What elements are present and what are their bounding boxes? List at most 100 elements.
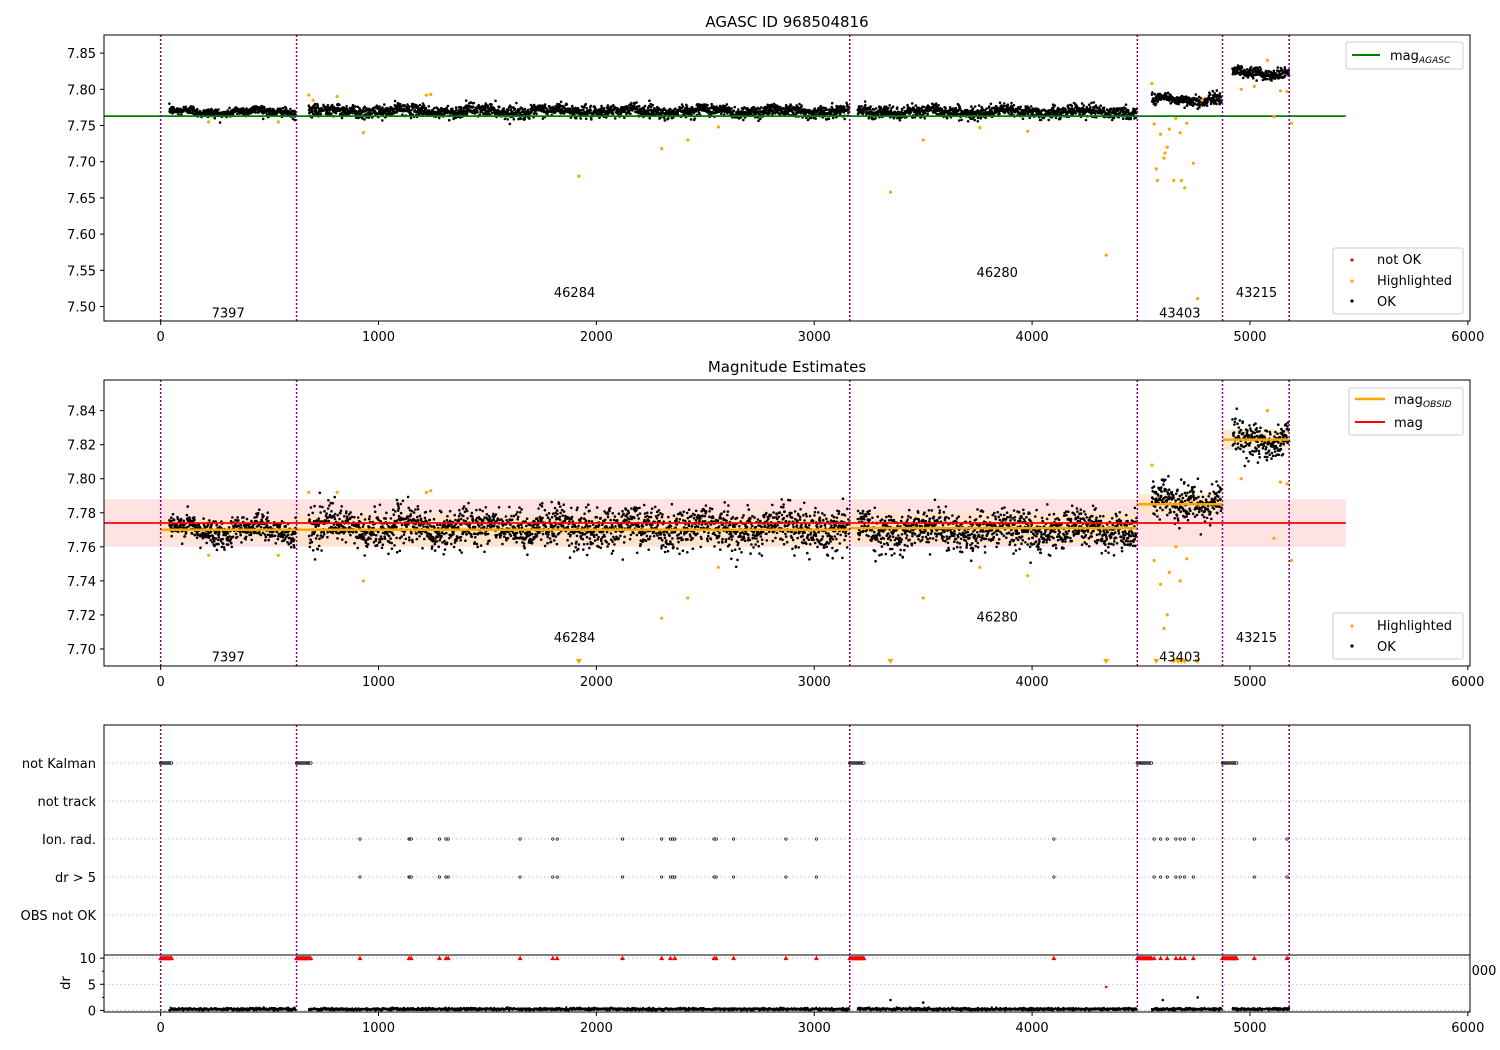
ok-point (1002, 104, 1006, 108)
ok-point (267, 519, 270, 523)
highlighted-point (1289, 121, 1293, 125)
ok-point (325, 519, 328, 522)
ok-point (898, 119, 902, 122)
ok-point (998, 112, 1001, 116)
ok-point (1249, 65, 1253, 69)
ok-point (309, 506, 313, 509)
ok-point (590, 118, 593, 121)
ok-point (186, 505, 189, 508)
ok-point (283, 533, 286, 537)
ok-point (923, 116, 926, 120)
ok-point (355, 530, 358, 534)
ok-point (1284, 74, 1287, 77)
ok-point (732, 109, 736, 113)
ok-point (635, 101, 638, 104)
ok-point (287, 533, 290, 537)
ok-point (206, 523, 210, 527)
ok-point (230, 545, 234, 549)
ok-point (410, 108, 413, 112)
highlighted-point (276, 120, 280, 124)
ok-point (292, 538, 296, 541)
ok-point (319, 112, 323, 116)
ok-point (289, 545, 293, 549)
ok-point (600, 104, 603, 108)
ok-point (779, 105, 782, 109)
legend-highlighted-label: Highlighted (1377, 274, 1452, 289)
ok-point (476, 111, 479, 114)
obsid-label: 43215 (1236, 286, 1277, 301)
ok-point (271, 534, 274, 538)
ok-point (825, 108, 829, 112)
ok-point (318, 537, 321, 541)
ok-point (814, 117, 817, 120)
ok-point (240, 541, 243, 544)
ok-point (1047, 118, 1050, 122)
ok-point (309, 538, 312, 541)
ok-point (326, 104, 330, 107)
ok-point (830, 112, 833, 116)
ok-point (498, 105, 501, 109)
ok-point (1206, 100, 1209, 104)
ok-point (413, 108, 417, 112)
ok-point (289, 107, 292, 111)
ok-point (651, 103, 655, 107)
ok-point (351, 111, 355, 115)
ok-point (730, 107, 733, 110)
ok-point (973, 105, 977, 108)
ok-point (528, 117, 531, 120)
highlighted-point (307, 93, 311, 97)
ok-point (317, 517, 321, 520)
ok-point (226, 543, 230, 546)
ok-point (454, 106, 458, 109)
ok-point (1029, 105, 1033, 108)
ok-point (689, 118, 693, 121)
ok-point (472, 105, 475, 109)
ok-point (910, 102, 914, 105)
ok-point (1018, 107, 1022, 111)
ok-point (888, 104, 891, 107)
magnitude-estimates-panel: Magnitude Estimates 73974628446280434034… (67, 358, 1484, 690)
ok-point (648, 99, 651, 102)
ok-point (308, 518, 311, 521)
ok-point (264, 535, 268, 539)
ok-point (381, 525, 384, 528)
ok-point (307, 513, 311, 517)
ok-point (376, 544, 379, 547)
ok-point (213, 539, 216, 543)
ok-point (708, 110, 712, 113)
ok-point (226, 531, 230, 535)
ok-point (623, 110, 627, 114)
ok-point (515, 101, 518, 105)
ok-point (245, 517, 249, 521)
ok-point (843, 117, 846, 121)
highlighted-point (1163, 151, 1167, 155)
ok-point (234, 532, 238, 536)
ok-point (469, 101, 473, 104)
y-tick-label: 7.80 (67, 83, 96, 98)
ok-point (954, 106, 958, 110)
ok-point (710, 102, 713, 106)
ok-point (759, 117, 762, 121)
ok-point (637, 104, 641, 108)
ok-point (453, 111, 457, 114)
ok-point (418, 103, 422, 107)
ok-point (336, 537, 339, 540)
ok-point (323, 509, 326, 513)
ok-point (706, 103, 709, 107)
ok-point (258, 508, 261, 512)
ok-point (345, 105, 349, 108)
obsid-label: 7397 (212, 306, 245, 321)
ok-point (395, 111, 399, 114)
ok-point (222, 546, 226, 549)
ok-point (313, 102, 317, 106)
ok-point (330, 112, 333, 115)
ok-point (630, 101, 633, 105)
ok-point (172, 518, 176, 522)
x-tick-label: 1000 (362, 330, 395, 345)
ok-point (266, 516, 269, 519)
ok-point (311, 549, 315, 552)
ok-point (1070, 104, 1074, 108)
ok-point (344, 109, 347, 112)
ok-point (957, 119, 961, 122)
ok-point (1241, 76, 1245, 80)
